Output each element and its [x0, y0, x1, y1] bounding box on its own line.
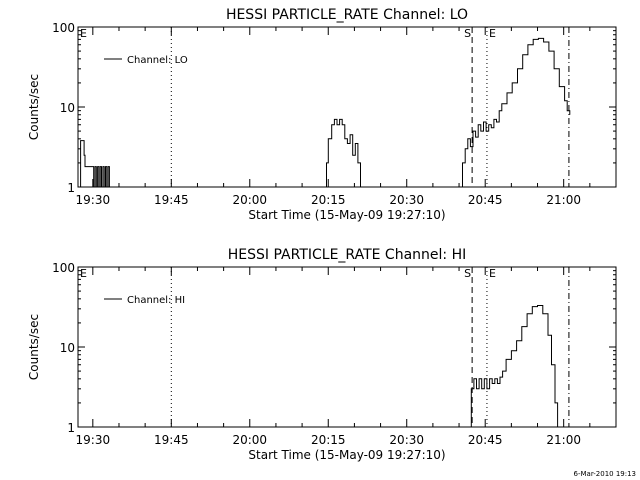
- y-tick-label: 100: [52, 21, 75, 35]
- y-axis-label: Counts/sec: [27, 314, 41, 380]
- marker-label: S: [464, 27, 471, 40]
- y-tick-label: 1: [67, 181, 75, 195]
- x-tick-label: 20:45: [468, 193, 503, 207]
- plot-frame: [77, 26, 617, 188]
- x-tick-label: 21:00: [546, 433, 581, 447]
- x-tick-label: 19:30: [76, 193, 111, 207]
- series-line: [467, 305, 559, 428]
- x-tick-label: 20:15: [311, 433, 346, 447]
- marker-label: E: [80, 267, 87, 280]
- y-tick-label: 10: [60, 341, 75, 355]
- x-tick-label: 20:45: [468, 433, 503, 447]
- y-tick-label: 1: [67, 421, 75, 435]
- x-tick-label: 19:30: [76, 433, 111, 447]
- x-tick-label: 21:00: [546, 193, 581, 207]
- marker-label: S: [464, 267, 471, 280]
- y-tick-label: 100: [52, 261, 75, 275]
- y-axis-label: Counts/sec: [27, 74, 41, 140]
- x-axis-label: Start Time (15-May-09 19:27:10): [248, 208, 445, 222]
- x-tick-label: 20:00: [232, 433, 267, 447]
- marker-label: E: [489, 267, 496, 280]
- marker-label: E: [80, 27, 87, 40]
- x-tick-label: 20:30: [389, 433, 424, 447]
- date-stamp: 6-Mar-2010 19:13: [574, 470, 636, 478]
- x-tick-label: 19:45: [154, 433, 189, 447]
- chart-title: HESSI PARTICLE_RATE Channel: HI: [228, 247, 466, 263]
- marker-label: E: [489, 27, 496, 40]
- chart-panel: HESSI PARTICLE_RATE Channel: LO 1 10 100 Cou…: [27, 7, 617, 222]
- legend-label: Channel: HI: [127, 295, 185, 306]
- chart-title: HESSI PARTICLE_RATE Channel: LO: [226, 7, 468, 23]
- series-line: [78, 37, 571, 188]
- x-tick-label: 19:45: [154, 193, 189, 207]
- x-axis-label: Start Time (15-May-09 19:27:10): [248, 448, 445, 462]
- x-tick-label: 20:00: [232, 193, 267, 207]
- legend-label: Channel: LO: [127, 55, 188, 66]
- x-tick-label: 20:15: [311, 193, 346, 207]
- chart-panel: HESSI PARTICLE_RATE Channel: HI 1 10 100 Cou…: [27, 247, 617, 462]
- y-tick-label: 10: [60, 101, 75, 115]
- plot-frame: [77, 266, 617, 428]
- x-tick-label: 20:30: [389, 193, 424, 207]
